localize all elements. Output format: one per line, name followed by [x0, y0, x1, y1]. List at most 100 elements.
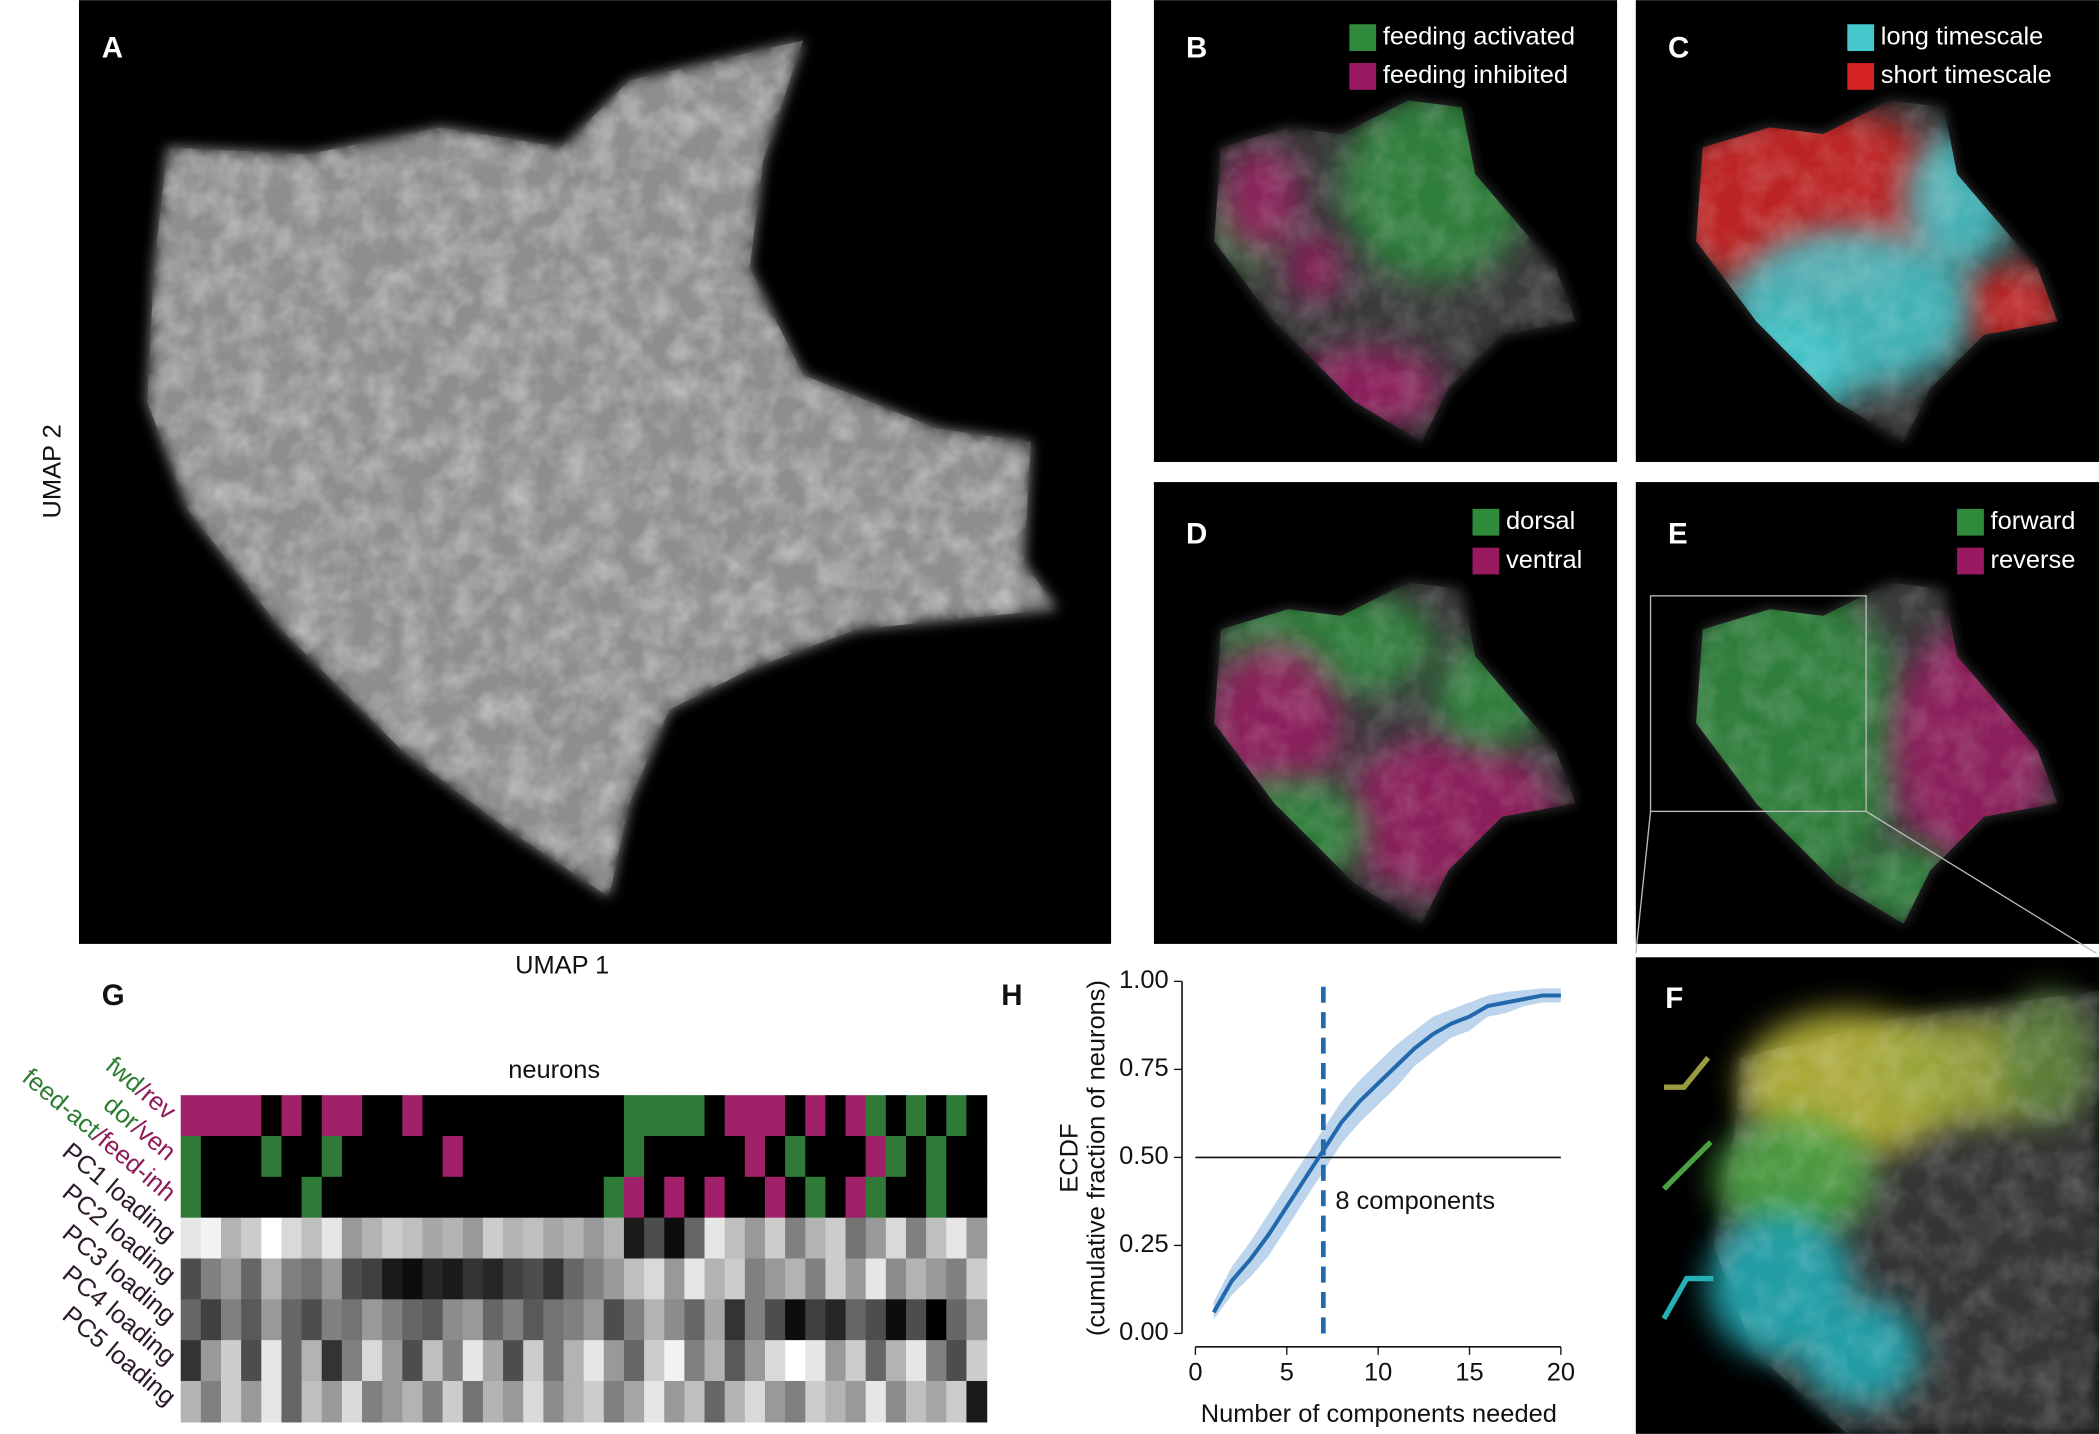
heatmap-cell: [926, 1340, 947, 1382]
heatmap-cell: [865, 1258, 887, 1300]
heatmap-cell: [966, 1380, 988, 1423]
heatmap-cell: [321, 1258, 343, 1300]
heatmap-cell: [583, 1380, 605, 1423]
heatmap-cell: [543, 1095, 565, 1137]
heatmap-cell: [946, 1217, 968, 1260]
heatmap-cell: [442, 1340, 464, 1382]
heatmap-cell: [523, 1299, 545, 1341]
heatmap-cell: [281, 1176, 303, 1219]
panel-letter: B: [1186, 31, 1207, 64]
heatmap-cell: [200, 1217, 222, 1260]
heatmap-cell: [402, 1135, 424, 1178]
panel-letter: G: [102, 979, 125, 1012]
heatmap-cell: [402, 1217, 424, 1260]
heatmap-cell: [664, 1380, 686, 1423]
y-axis-label: UMAP 2: [38, 424, 66, 518]
heatmap-cell: [805, 1095, 827, 1137]
heatmap-cell: [603, 1258, 625, 1300]
heatmap-cell: [764, 1340, 786, 1382]
umap-texture: [147, 40, 1058, 898]
heatmap-cell: [946, 1299, 968, 1341]
heatmap-cell: [644, 1095, 665, 1137]
heatmap-cell: [966, 1217, 988, 1260]
heatmap-cell: [764, 1135, 786, 1178]
heatmap-cell: [704, 1299, 726, 1341]
heatmap-cell: [785, 1258, 806, 1300]
heatmap-cell: [180, 1095, 202, 1137]
heatmap-cell: [583, 1217, 605, 1260]
heatmap-cell: [261, 1380, 283, 1423]
heatmap-cell: [966, 1176, 988, 1219]
heatmap-cell: [966, 1095, 988, 1137]
heatmap-cell: [382, 1095, 403, 1137]
heatmap-cell: [664, 1217, 686, 1260]
heatmap-cell: [321, 1380, 343, 1423]
heatmap-cell: [563, 1340, 585, 1382]
heatmap-cell: [905, 1299, 927, 1341]
heatmap-cell: [926, 1095, 947, 1137]
heatmap-cell: [603, 1176, 625, 1219]
heatmap-cell: [382, 1217, 403, 1260]
heatmap-cell: [281, 1095, 303, 1137]
heatmap-cell: [462, 1340, 484, 1382]
heatmap-cell: [241, 1095, 262, 1137]
heatmap-cell: [462, 1135, 484, 1178]
heatmap-cell: [442, 1176, 464, 1219]
heatmap-cell: [905, 1217, 927, 1260]
heatmap-cell: [362, 1340, 383, 1382]
heatmap-cell: [362, 1380, 383, 1423]
heatmap-cell: [926, 1217, 947, 1260]
heatmap-cell: [281, 1380, 303, 1423]
heatmap-cell: [744, 1299, 766, 1341]
heatmap-cell: [281, 1299, 303, 1341]
heatmap-cell: [764, 1095, 786, 1137]
embedding-texture: [1214, 582, 1576, 924]
heatmap-cell: [825, 1135, 847, 1178]
heatmap-cell: [221, 1135, 242, 1178]
heatmap-cell: [825, 1340, 847, 1382]
heatmap-cell: [422, 1380, 444, 1423]
heatmap-cell: [664, 1258, 686, 1300]
heatmap-cell: [503, 1340, 524, 1382]
heatmap-cell: [583, 1258, 605, 1300]
heatmap-cell: [281, 1340, 303, 1382]
heatmap-cell: [503, 1217, 524, 1260]
heatmap-cell: [482, 1380, 504, 1423]
heatmap-cell: [764, 1258, 786, 1300]
heatmap-cell: [180, 1135, 202, 1178]
heatmap-cell: [523, 1095, 545, 1137]
heatmap-cell: [825, 1258, 847, 1300]
heatmap-cell: [785, 1135, 806, 1178]
heatmap-cell: [684, 1176, 706, 1219]
heatmap-cell: [785, 1176, 806, 1219]
row-label-part: feed-act: [17, 1063, 105, 1143]
embedding-texture: [1214, 100, 1576, 442]
heatmap-cell: [946, 1176, 968, 1219]
heatmap-cell: [724, 1095, 746, 1137]
heatmap-cell: [503, 1380, 524, 1423]
heatmap-cell: [482, 1095, 504, 1137]
heatmap-cell: [885, 1176, 907, 1219]
heatmap-cell: [644, 1299, 665, 1341]
heatmap-cell: [482, 1299, 504, 1341]
heatmap-cell: [865, 1176, 887, 1219]
heatmap-cell: [664, 1340, 686, 1382]
heatmap-cell: [382, 1340, 403, 1382]
heatmap-cell: [442, 1135, 464, 1178]
heatmap-cell: [966, 1299, 988, 1341]
direction-icon: [1662, 1140, 1713, 1191]
heatmap-cell: [644, 1135, 665, 1178]
heatmap-cell: [764, 1176, 786, 1219]
legend-label: feeding inhibited: [1383, 61, 1568, 89]
heatmap-cell: [382, 1380, 403, 1423]
heatmap-cell: [724, 1217, 746, 1260]
heatmap-cell: [885, 1299, 907, 1341]
legend-swatch: [1847, 24, 1875, 52]
heatmap-cell: [402, 1095, 424, 1137]
heatmap-cell: [321, 1217, 343, 1260]
heatmap-cell: [341, 1176, 363, 1219]
heatmap-cell: [382, 1135, 403, 1178]
